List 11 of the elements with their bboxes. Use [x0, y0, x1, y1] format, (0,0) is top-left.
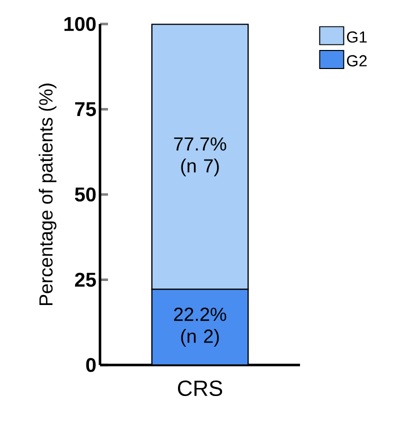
x-tick-label: CRS [178, 380, 222, 396]
y-tick-label: 25 [75, 272, 96, 287]
y-tick-label: 50 [74, 187, 96, 202]
y-tick-label: 100 [64, 16, 96, 32]
legend-label: G2 [346, 55, 367, 66]
data-label: 77.7% (n 7) [174, 137, 226, 176]
data-label: 22.2% (n 2) [174, 308, 226, 347]
y-axis-title: Percentage of patients (%) [38, 84, 56, 306]
y-tick-label: 0 [86, 358, 96, 372]
legend-label: G1 [346, 31, 367, 43]
y-tick-label: 75 [75, 102, 96, 116]
